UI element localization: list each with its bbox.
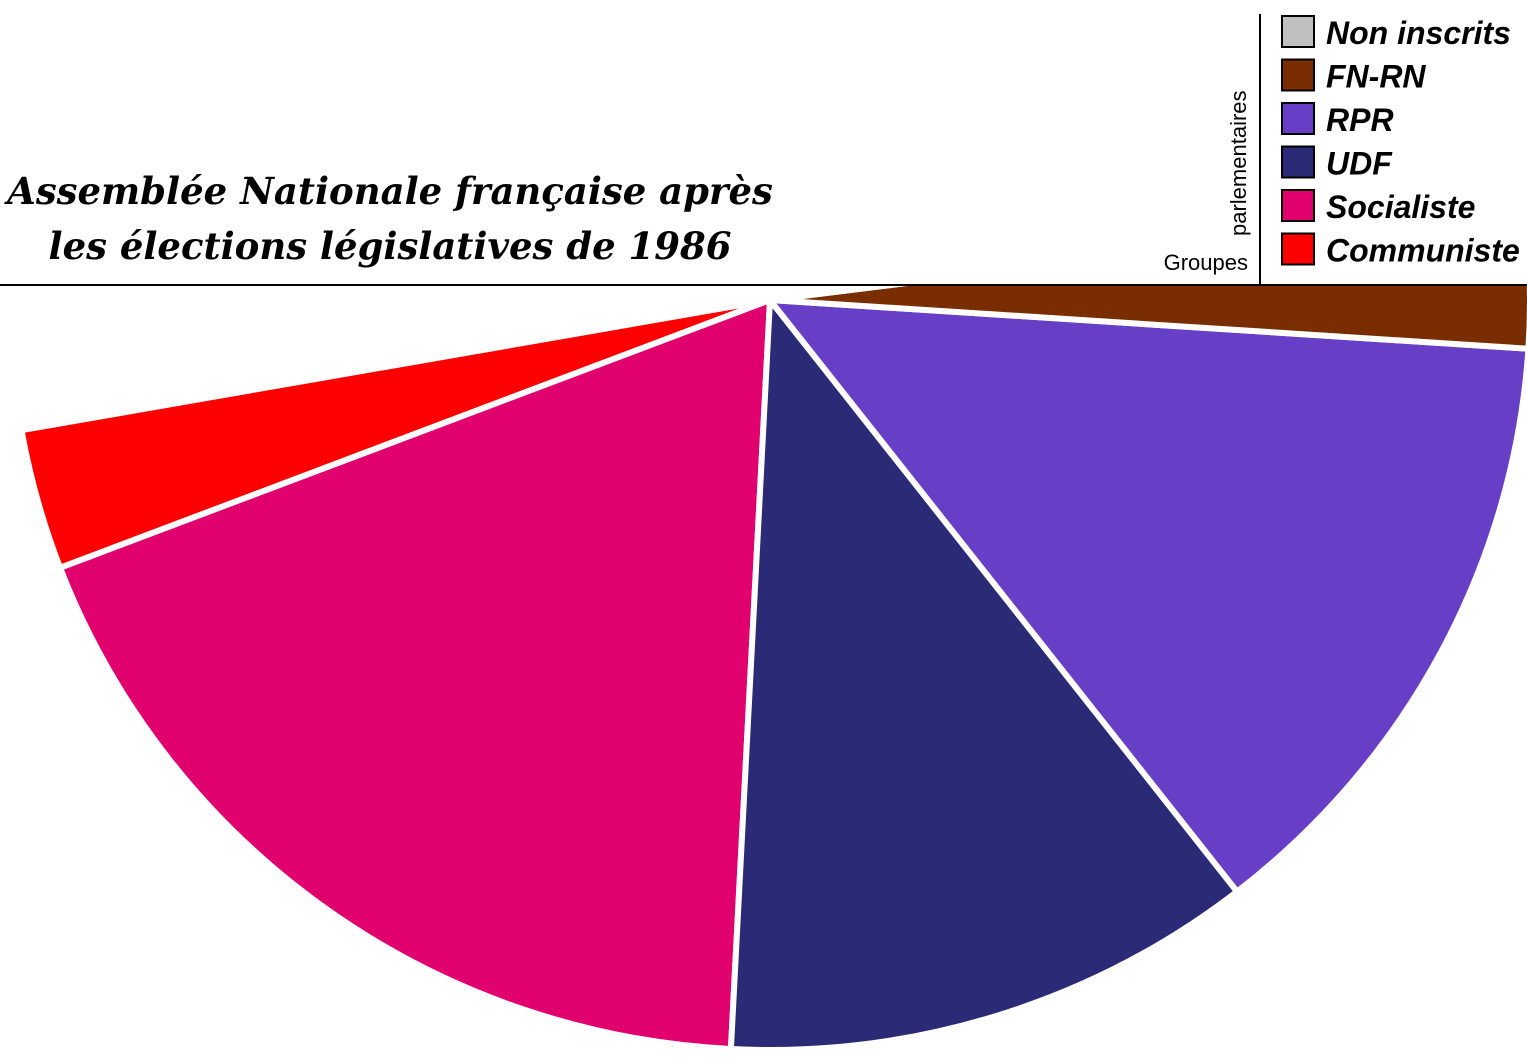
legend-swatch-communiste — [1281, 232, 1315, 266]
legend-label-rpr: RPR — [1326, 102, 1394, 138]
legend-title-parlementaires: parlementaires — [1226, 90, 1251, 236]
legend-label-socialiste: Socialiste — [1326, 189, 1475, 225]
legend: Non inscrits FN-RN RPR UDF Socialiste Communi… — [1281, 15, 1520, 269]
legend-label-fn-rn: FN-RN — [1326, 59, 1426, 95]
legend-swatch-socialiste — [1281, 189, 1315, 222]
slice-rpr — [767, 297, 1527, 895]
legend-swatch-non-inscrits — [1281, 15, 1315, 48]
legend-title-groupes: Groupes — [1164, 250, 1248, 275]
chart-title-line-2: les élections législatives de 1986 — [49, 224, 732, 268]
legend-swatch-rpr — [1281, 102, 1315, 135]
legend-label-udf: UDF — [1326, 146, 1393, 182]
legend-label-communiste: Communiste — [1326, 233, 1520, 269]
legend-swatch-udf — [1281, 145, 1315, 179]
slice-socialiste — [57, 297, 773, 1052]
slice-udf — [727, 297, 1241, 1053]
header-mask — [0, 0, 1527, 285]
legend-swatch-fn-rn — [1281, 58, 1315, 92]
slices-layer — [18, 166, 1527, 1053]
chart-title-line-1: Assemblée Nationale française après — [4, 169, 773, 213]
legend-label-non-inscrits: Non inscrits — [1326, 15, 1511, 51]
